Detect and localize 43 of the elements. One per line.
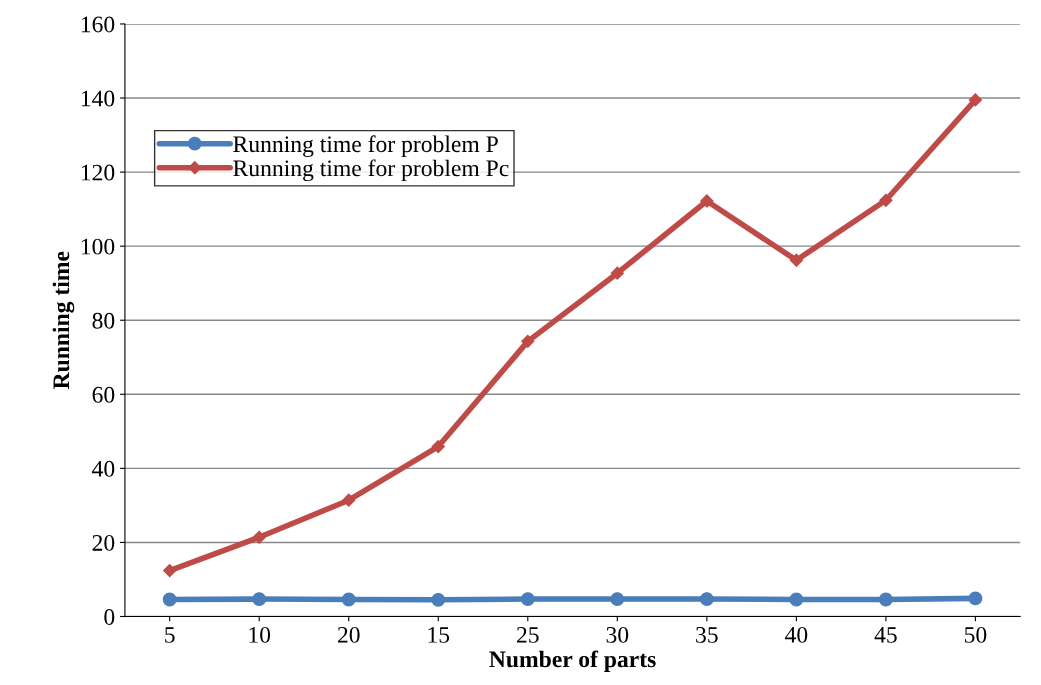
point (699, 592, 714, 607)
point (521, 334, 535, 348)
x-tick-label: 10 (249, 626, 271, 643)
point (968, 93, 983, 107)
x-tick-label: 50 (964, 626, 987, 643)
point (878, 592, 893, 607)
y-tick-label: 0 (104, 608, 115, 625)
x-tick-label: 45 (874, 627, 897, 643)
point (252, 592, 267, 607)
y-tick-label: 160 (81, 16, 115, 33)
point (968, 591, 983, 606)
point (610, 592, 625, 607)
y-tick-label: 60 (92, 386, 115, 403)
legend-label: Running time for problem Pc (233, 159, 509, 182)
point (789, 592, 804, 607)
y-tick-label: 100 (81, 238, 115, 255)
y-tick-label: 120 (81, 164, 115, 181)
point (431, 439, 445, 454)
x-tick-label: 15 (428, 627, 450, 643)
point (163, 563, 177, 578)
x-tick-label: 25 (517, 626, 539, 643)
point (252, 530, 266, 544)
legend-label: Running time for problem P (233, 135, 498, 158)
point (341, 592, 356, 607)
y-axis-title: Running time (52, 251, 75, 390)
point (700, 194, 714, 208)
point (520, 592, 535, 607)
point (610, 266, 624, 280)
point (879, 193, 893, 207)
x-tick-label: 5 (165, 627, 175, 643)
x-tick-label: 40 (785, 626, 808, 643)
x-tick-label: 35 (696, 626, 718, 643)
point (162, 592, 177, 607)
x-axis-title: Number of parts (489, 650, 656, 673)
x-tick-label: 30 (606, 626, 629, 643)
point (342, 493, 356, 507)
y-tick-label: 140 (81, 90, 115, 107)
point (431, 592, 446, 607)
y-tick-label: 40 (92, 460, 115, 477)
point (789, 253, 803, 267)
x-tick-label: 20 (337, 626, 360, 643)
y-tick-label: 80 (92, 312, 115, 329)
y-tick-label: 20 (92, 534, 115, 551)
